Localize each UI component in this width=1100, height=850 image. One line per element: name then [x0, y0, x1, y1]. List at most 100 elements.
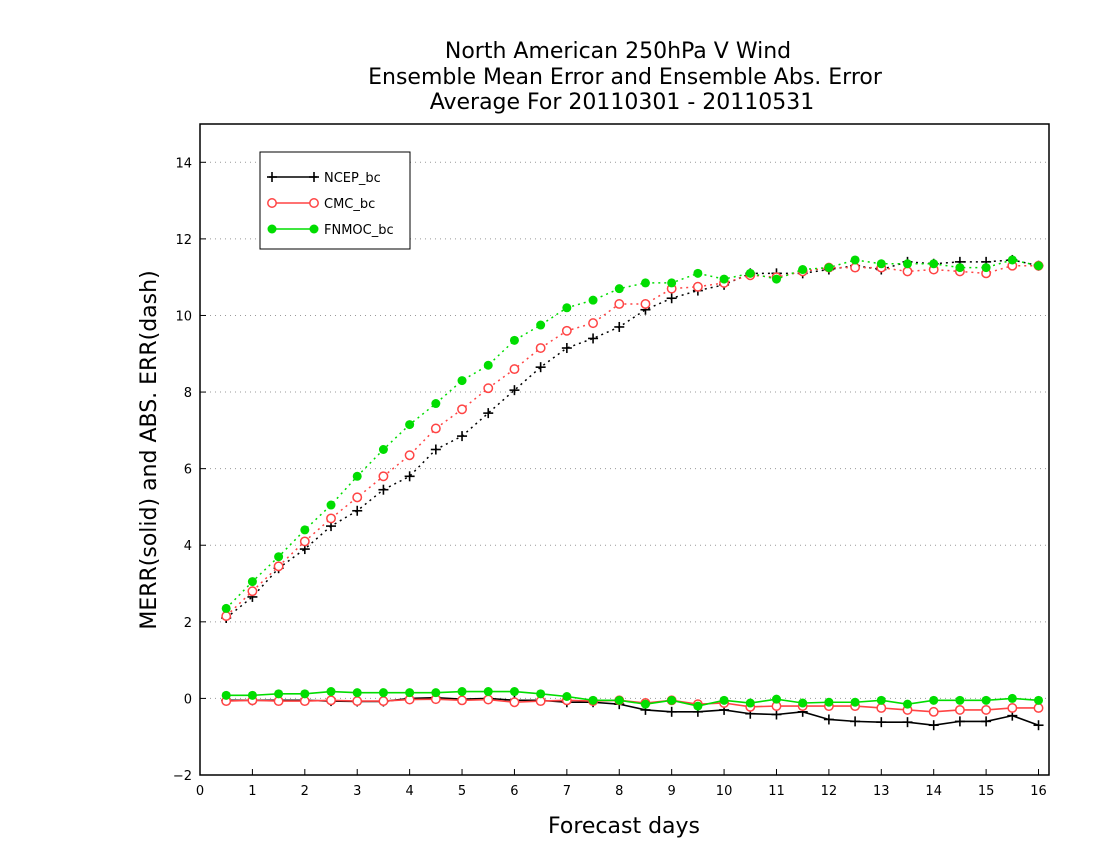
merr-point [405, 688, 415, 698]
abs-err-point [509, 335, 519, 345]
legend-swatch-marker [267, 198, 277, 208]
x-tick-label: 9 [668, 784, 676, 799]
x-tick-label: 13 [873, 784, 890, 799]
merr-point [1007, 703, 1018, 713]
y-tick-label: 0 [184, 692, 192, 707]
merr-line-CMC_bc [226, 698, 1039, 713]
legend-item-NCEP_bc: NCEP_bc [267, 171, 381, 186]
merr-point [903, 699, 912, 709]
x-tick-label: 2 [301, 784, 309, 799]
merr-point [824, 697, 834, 707]
abs-err-point [614, 299, 625, 309]
abs-err-point [430, 444, 441, 455]
merr-point [876, 695, 886, 705]
merr-point [719, 695, 729, 705]
abs-err-point [693, 268, 703, 278]
abs-err-point [457, 404, 467, 415]
abs-err-point [221, 603, 231, 613]
merr-point [274, 689, 284, 699]
x-tick-label: 6 [510, 784, 518, 799]
abs-err-point [955, 263, 965, 273]
abs-err-point [221, 611, 232, 622]
abs-err-point [352, 471, 362, 481]
y-tick-label: 8 [184, 386, 192, 401]
abs-err-point [509, 385, 520, 396]
y-tick-label: 2 [184, 616, 192, 631]
abs-err-point [850, 262, 861, 273]
y-axis-label: MERR(solid) and ABS. ERR(dash) [137, 270, 162, 629]
abs-err-point [745, 268, 755, 278]
abs-err-point [299, 536, 310, 547]
legend-swatch-marker [309, 172, 319, 182]
x-tick-label: 11 [768, 784, 785, 799]
abs-err-point [536, 320, 546, 330]
merr-point [483, 687, 493, 697]
x-tick-label: 14 [925, 784, 942, 799]
abs-err-point [561, 325, 572, 336]
abs-err-point [771, 274, 781, 284]
merr-point [954, 716, 965, 727]
merr-point [1033, 720, 1044, 731]
abs-err-point [457, 376, 467, 386]
merr-point [955, 695, 965, 705]
y-tick-label: 6 [184, 463, 192, 478]
legend-item-FNMOC_bc: FNMOC_bc [267, 223, 394, 238]
legend-label: FNMOC_bc [324, 223, 394, 238]
abs-err-point [666, 293, 677, 304]
abs-err-point [798, 265, 808, 275]
x-tick-label: 3 [353, 784, 361, 799]
merr-point [588, 695, 598, 705]
abs-err-point [1007, 255, 1017, 265]
abs-err-point [719, 274, 729, 284]
abs-err-point [378, 445, 388, 454]
merr-point [457, 687, 467, 697]
abs-err-point [929, 259, 939, 269]
abs-err-point [876, 259, 886, 269]
abs-err-point [640, 299, 651, 309]
merr-point [771, 694, 781, 704]
abs-err-point [405, 420, 415, 430]
x-tick-label: 5 [458, 784, 466, 799]
merr-point [693, 701, 703, 711]
merr-point [666, 706, 677, 717]
abs-err-point [483, 383, 494, 394]
merr-point [902, 717, 913, 728]
abs-err-point [509, 364, 520, 375]
abs-err-point [535, 343, 546, 353]
y-tick-label: 14 [175, 156, 192, 171]
abs-err-point [430, 423, 441, 434]
abs-err-point [640, 278, 650, 288]
abs-err-point [300, 525, 310, 535]
merr-point [352, 696, 363, 707]
legend-swatch-marker [309, 198, 319, 208]
abs-err-point [404, 450, 415, 461]
x-tick-label: 4 [405, 784, 413, 799]
legend-swatch-marker [309, 224, 319, 234]
plot-frame [199, 123, 1050, 776]
merr-point [352, 688, 362, 698]
title-line-3: Average For 20110301 - 20110531 [430, 90, 815, 115]
y-tick-label: −2 [173, 769, 192, 784]
abs-err-point [614, 321, 625, 332]
merr-point [300, 689, 310, 699]
abs-err-point [588, 333, 599, 344]
abs-err-point [667, 278, 677, 288]
merr-point [928, 720, 939, 731]
abs-err-point [824, 263, 834, 273]
x-tick-label: 7 [563, 784, 571, 799]
merr-point [981, 716, 992, 727]
abs-err-point [247, 586, 258, 597]
abs-err-line-CMC_bc [225, 264, 1039, 617]
legend-swatch-marker [267, 172, 277, 182]
y-tick-label: 4 [184, 539, 192, 554]
merr-point [457, 695, 467, 706]
x-axis-label: Forecast days [548, 814, 700, 839]
merr-point [378, 696, 389, 707]
merr-point [929, 695, 939, 705]
abs-err-point [850, 255, 860, 265]
abs-err-point [274, 552, 284, 562]
abs-err-point [431, 399, 441, 409]
merr-point [509, 687, 519, 697]
